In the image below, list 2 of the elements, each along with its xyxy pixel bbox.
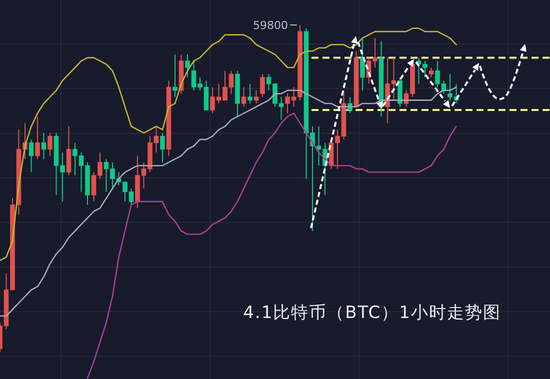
title: 4.1比特币（BTC）1小时走势图 xyxy=(243,303,501,323)
annotation: 59800 xyxy=(253,19,288,32)
